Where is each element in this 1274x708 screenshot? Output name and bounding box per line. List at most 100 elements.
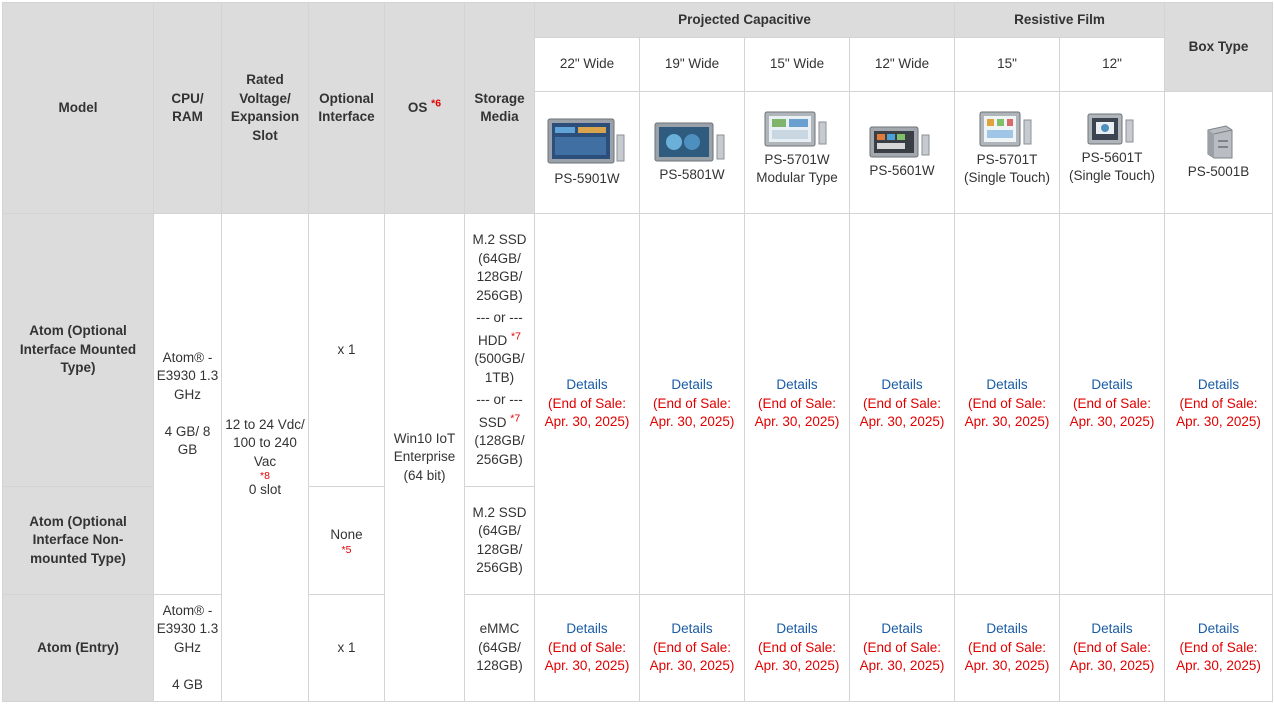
end-of-sale-note: (End of Sale:: [1072, 395, 1152, 411]
details-link[interactable]: Details: [671, 621, 713, 637]
end-of-sale-date: Apr. 30, 2025): [1176, 414, 1261, 430]
ram-value: 4 GB: [172, 676, 203, 692]
end-of-sale-note: (End of Sale:: [967, 639, 1047, 655]
product-ps-5701w[interactable]: PS-5701W Modular Type: [744, 91, 850, 214]
header-optional-interface: Optional Interface: [308, 2, 385, 214]
product-ps-5801w[interactable]: PS-5801W: [639, 91, 745, 214]
header-group-resistive-film: Resistive Film: [953, 2, 1166, 38]
storage-or: --- or ---: [476, 392, 523, 407]
storage-or: --- or ---: [476, 310, 523, 325]
storage-ssd: SSD *7: [478, 412, 521, 430]
details-link[interactable]: Details: [566, 377, 608, 393]
storage-ssd-size: (128GB/ 256GB): [474, 433, 525, 467]
end-of-sale-note: (End of Sale:: [652, 639, 732, 655]
storage-hdd: HDD *7: [478, 330, 521, 348]
product-name: PS-5701T (Single Touch): [963, 151, 1051, 186]
cell-entry-ps-5801w: Details (End of Sale: Apr. 30, 2025): [639, 594, 745, 702]
row-model-atom-mounted: Atom (Optional Interface Mounted Type): [2, 213, 154, 487]
product-ps-5001b[interactable]: PS-5001B: [1164, 91, 1274, 214]
end-of-sale-note: (End of Sale:: [1179, 639, 1258, 655]
size-15-wide: 15" Wide: [744, 37, 850, 92]
product-ps-5601w[interactable]: PS-5601W: [849, 91, 955, 214]
end-of-sale-note: (End of Sale:: [757, 395, 837, 411]
details-link[interactable]: Details: [1197, 377, 1240, 393]
cell-voltage: 12 to 24 Vdc/ 100 to 240 Vac *8 0 slot: [221, 213, 309, 702]
details-link[interactable]: Details: [1091, 621, 1133, 637]
details-link[interactable]: Details: [986, 377, 1028, 393]
details-link[interactable]: Details: [776, 377, 818, 393]
cell-atom-ps-5601t: Details (End of Sale: Apr. 30, 2025): [1058, 213, 1166, 595]
cell-entry-ps-5001b: Details (End of Sale: Apr. 30, 2025): [1164, 594, 1274, 702]
product-name: PS-5601W: [869, 162, 935, 178]
cell-entry-ps-5701w: Details (End of Sale: Apr. 30, 2025): [744, 594, 850, 702]
details-link[interactable]: Details: [881, 621, 923, 637]
end-of-sale-date: Apr. 30, 2025): [544, 658, 630, 674]
cell-cpu-mounted: Atom® - E3930 1.3 GHz 4 GB/ 8 GB: [153, 213, 222, 595]
end-of-sale-note: (End of Sale:: [757, 639, 837, 655]
product-name: PS-5601T (Single Touch): [1068, 149, 1156, 184]
product-ps-5901w[interactable]: PS-5901W: [534, 91, 640, 214]
header-storage: Storage Media: [464, 2, 535, 214]
panel-pc-wide-icon: [869, 126, 930, 158]
end-of-sale-date: Apr. 30, 2025): [1069, 658, 1155, 674]
optional-value: None: [330, 527, 363, 543]
header-box-type: Box Type: [1164, 2, 1274, 92]
cell-entry-ps-5601t: Details (End of Sale: Apr. 30, 2025): [1058, 594, 1166, 702]
cell-optional-entry: x 1: [308, 594, 385, 702]
details-link[interactable]: Details: [566, 621, 608, 637]
slot-value: 0 slot: [248, 482, 282, 497]
header-os-label: OS: [407, 99, 428, 115]
header-os-note: *6: [431, 97, 442, 110]
cell-storage-non-mounted: M.2 SSD (64GB/ 128GB/ 256GB): [464, 486, 535, 595]
ram-value: 4 GB/ 8 GB: [164, 423, 211, 458]
end-of-sale-date: Apr. 30, 2025): [1069, 414, 1155, 430]
cell-entry-ps-5901w: Details (End of Sale: Apr. 30, 2025): [534, 594, 640, 702]
end-of-sale-note: (End of Sale:: [547, 395, 627, 411]
details-link[interactable]: Details: [1091, 377, 1133, 393]
end-of-sale-note: (End of Sale:: [1179, 395, 1258, 411]
product-name: PS-5801W: [659, 166, 725, 182]
end-of-sale-note: (End of Sale:: [1072, 639, 1152, 655]
details-link[interactable]: Details: [776, 621, 818, 637]
cell-atom-ps-5701w: Details (End of Sale: Apr. 30, 2025): [744, 213, 850, 595]
product-name: PS-5001B: [1187, 163, 1250, 179]
details-link[interactable]: Details: [986, 621, 1028, 637]
cell-storage-mounted: M.2 SSD (64GB/ 128GB/ 256GB) --- or --- …: [464, 213, 535, 487]
cell-entry-ps-5601w: Details (End of Sale: Apr. 30, 2025): [849, 594, 955, 702]
details-link[interactable]: Details: [1197, 621, 1240, 637]
end-of-sale-date: Apr. 30, 2025): [544, 414, 630, 430]
end-of-sale-note: (End of Sale:: [547, 639, 627, 655]
header-os: OS *6: [384, 2, 465, 214]
details-link[interactable]: Details: [671, 377, 713, 393]
voltage-value: 12 to 24 Vdc/ 100 to 240 Vac: [225, 416, 305, 469]
end-of-sale-note: (End of Sale:: [967, 395, 1047, 411]
header-model: Model: [2, 2, 154, 214]
product-name: PS-5701W Modular Type: [756, 151, 838, 186]
panel-pc-wide-icon: [654, 122, 725, 162]
end-of-sale-note: (End of Sale:: [652, 395, 732, 411]
row-model-atom-non-mounted: Atom (Optional Interface Non-mounted Typ…: [2, 486, 154, 595]
details-link[interactable]: Details: [881, 377, 923, 393]
product-ps-5701t[interactable]: PS-5701T (Single Touch): [954, 91, 1060, 214]
panel-pc-wide-icon: [547, 118, 625, 164]
cell-storage-entry: eMMC (64GB/ 128GB): [464, 594, 535, 702]
cell-atom-ps-5801w: Details (End of Sale: Apr. 30, 2025): [639, 213, 745, 595]
cell-os: Win10 IoT Enterprise (64 bit): [384, 213, 465, 702]
header-cpu-ram: CPU/ RAM: [153, 2, 222, 214]
end-of-sale-note: (End of Sale:: [862, 639, 942, 655]
optional-note: *5: [341, 543, 352, 556]
box-pc-icon: [1207, 125, 1233, 159]
storage-hdd-size: (500GB/ 1TB): [474, 351, 525, 385]
cell-cpu-entry: Atom® - E3930 1.3 GHz 4 GB: [153, 594, 222, 702]
storage-m2-ssd: M.2 SSD (64GB/ 128GB/ 256GB): [472, 232, 527, 303]
end-of-sale-date: Apr. 30, 2025): [754, 658, 840, 674]
product-ps-5601t[interactable]: PS-5601T (Single Touch): [1058, 91, 1166, 214]
end-of-sale-note: (End of Sale:: [862, 395, 942, 411]
cpu-value: Atom® - E3930 1.3 GHz: [156, 602, 219, 655]
voltage-note: *8: [260, 470, 270, 482]
cell-optional-mounted: x 1: [308, 213, 385, 487]
end-of-sale-date: Apr. 30, 2025): [649, 658, 735, 674]
size-12: 12": [1058, 37, 1166, 92]
end-of-sale-date: Apr. 30, 2025): [1176, 658, 1261, 674]
